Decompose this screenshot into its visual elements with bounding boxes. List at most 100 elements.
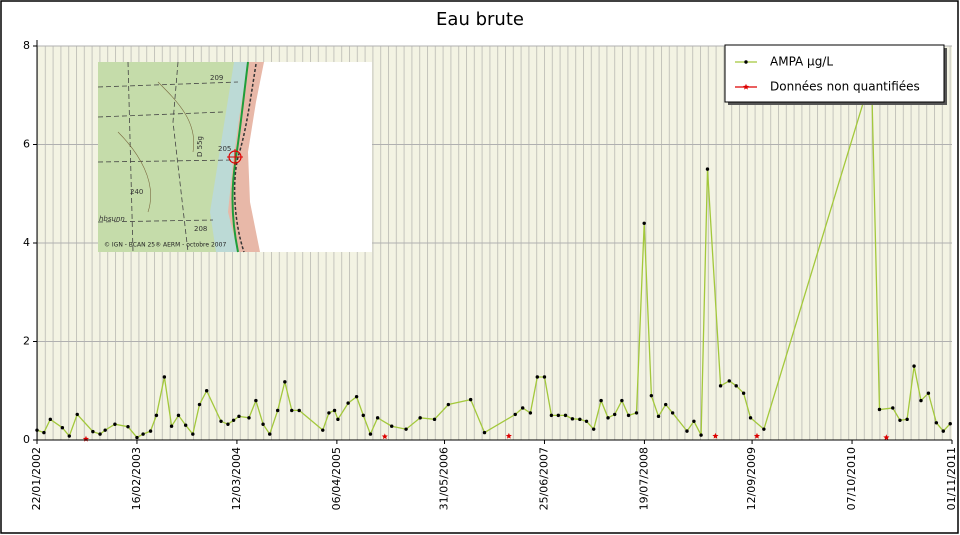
data-point bbox=[42, 431, 45, 434]
data-point bbox=[205, 389, 208, 392]
data-point bbox=[447, 403, 450, 406]
data-point bbox=[76, 413, 79, 416]
data-point bbox=[949, 422, 952, 425]
data-point bbox=[68, 434, 71, 437]
data-point bbox=[742, 392, 745, 395]
data-point bbox=[91, 430, 94, 433]
data-point bbox=[327, 411, 330, 414]
data-point bbox=[749, 416, 752, 419]
data-point bbox=[362, 414, 365, 417]
data-point bbox=[149, 429, 152, 432]
x-tick-label: 25/06/2007 bbox=[537, 447, 550, 510]
data-point bbox=[268, 432, 271, 435]
y-tick-label: 2 bbox=[23, 335, 30, 348]
data-point bbox=[184, 424, 187, 427]
data-point bbox=[642, 222, 645, 225]
y-tick-label: 8 bbox=[23, 39, 30, 52]
map-label: hbsunn bbox=[99, 215, 125, 223]
data-point bbox=[685, 429, 688, 432]
map-label: 240 bbox=[130, 188, 143, 196]
data-point bbox=[198, 403, 201, 406]
data-point bbox=[346, 401, 349, 404]
data-point bbox=[536, 375, 539, 378]
data-point bbox=[620, 399, 623, 402]
data-point bbox=[514, 413, 517, 416]
data-point bbox=[297, 409, 300, 412]
data-point bbox=[627, 414, 630, 417]
x-tick-label: 06/04/2005 bbox=[330, 447, 343, 510]
data-point bbox=[550, 414, 553, 417]
data-point bbox=[163, 375, 166, 378]
data-point bbox=[418, 416, 421, 419]
data-point bbox=[719, 384, 722, 387]
data-point bbox=[126, 425, 129, 428]
data-point bbox=[483, 431, 486, 434]
data-point bbox=[543, 375, 546, 378]
x-tick-label: 01/11/2011 bbox=[945, 447, 958, 510]
data-point bbox=[49, 418, 52, 421]
data-point bbox=[657, 415, 660, 418]
data-point bbox=[635, 411, 638, 414]
data-point bbox=[283, 380, 286, 383]
data-point bbox=[592, 427, 595, 430]
data-point bbox=[376, 416, 379, 419]
chart: 209 D 55g 205 240 208 hbsunn © IGN - BCA… bbox=[0, 0, 960, 535]
data-point bbox=[905, 418, 908, 421]
x-tick-label: 12/09/2009 bbox=[745, 447, 758, 510]
data-point bbox=[706, 167, 709, 170]
x-tick-label: 07/10/2010 bbox=[845, 447, 858, 510]
data-point bbox=[564, 414, 567, 417]
data-point bbox=[664, 403, 667, 406]
map-label: D 55g bbox=[196, 136, 204, 157]
data-point bbox=[219, 420, 222, 423]
data-point bbox=[433, 418, 436, 421]
data-point bbox=[692, 420, 695, 423]
data-point bbox=[762, 427, 765, 430]
data-point bbox=[254, 399, 257, 402]
data-point bbox=[355, 395, 358, 398]
data-point bbox=[141, 432, 144, 435]
data-point bbox=[927, 392, 930, 395]
data-point bbox=[521, 406, 524, 409]
data-point bbox=[671, 411, 674, 414]
data-point bbox=[232, 419, 235, 422]
data-point bbox=[290, 409, 293, 412]
x-tick-label: 19/07/2008 bbox=[637, 447, 650, 510]
data-point bbox=[571, 417, 574, 420]
x-tick-label: 12/03/2004 bbox=[230, 447, 243, 510]
map-inset: 209 D 55g 205 240 208 hbsunn © IGN - BCA… bbox=[98, 62, 372, 252]
data-point bbox=[529, 411, 532, 414]
data-point bbox=[878, 408, 881, 411]
data-point bbox=[585, 420, 588, 423]
data-point bbox=[935, 421, 938, 424]
data-point bbox=[390, 425, 393, 428]
map-label: 205 bbox=[218, 145, 231, 153]
data-point bbox=[369, 432, 372, 435]
map-label: 209 bbox=[210, 74, 223, 82]
y-tick-label: 0 bbox=[23, 433, 30, 446]
data-point bbox=[942, 429, 945, 432]
data-point bbox=[247, 416, 250, 419]
data-point bbox=[578, 418, 581, 421]
data-point bbox=[61, 426, 64, 429]
legend-label: Données non quantifiées bbox=[770, 80, 920, 94]
data-point bbox=[177, 414, 180, 417]
data-point bbox=[261, 423, 264, 426]
data-point bbox=[113, 423, 116, 426]
data-point bbox=[155, 414, 158, 417]
data-point bbox=[170, 425, 173, 428]
data-point bbox=[404, 427, 407, 430]
chart-title: Eau brute bbox=[436, 9, 524, 30]
data-point bbox=[599, 399, 602, 402]
data-point bbox=[98, 432, 101, 435]
map-copyright: © IGN - BCAN 25® AERM - octobre 2007 bbox=[104, 242, 226, 249]
data-point bbox=[699, 433, 702, 436]
x-tick-label: 16/02/2003 bbox=[130, 447, 143, 510]
data-point bbox=[606, 416, 609, 419]
data-point bbox=[135, 436, 138, 439]
data-point bbox=[333, 409, 336, 412]
legend-marker bbox=[744, 60, 747, 63]
data-point bbox=[321, 428, 324, 431]
x-tick-label: 22/01/2002 bbox=[30, 447, 43, 510]
map-label: 208 bbox=[194, 225, 207, 233]
